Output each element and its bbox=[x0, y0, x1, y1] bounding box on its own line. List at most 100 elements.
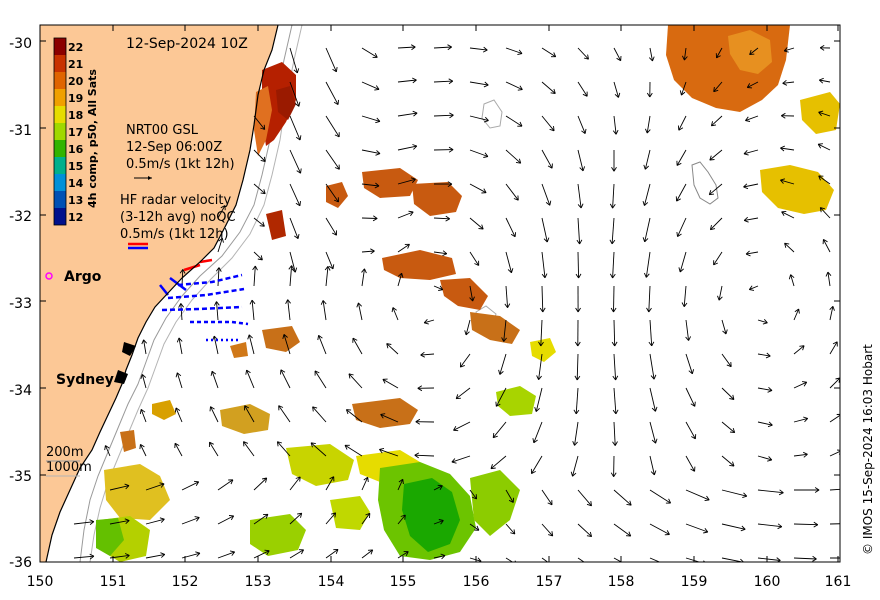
velocity-arrow bbox=[209, 441, 214, 445]
velocity-arrow bbox=[297, 234, 300, 239]
velocity-arrow bbox=[330, 512, 336, 515]
velocity-arrow bbox=[767, 390, 773, 393]
velocity-arrow bbox=[848, 558, 852, 561]
velocity-arrow bbox=[325, 251, 334, 270]
colorbar-tick: 13 bbox=[68, 194, 83, 207]
velocity-arrow bbox=[553, 88, 556, 94]
velocity-arrow bbox=[648, 341, 653, 347]
velocity-arrow bbox=[217, 479, 234, 491]
velocity-arrow bbox=[483, 188, 487, 193]
velocity-arrow bbox=[820, 207, 826, 210]
velocity-arrow bbox=[519, 85, 523, 90]
velocity-arrow bbox=[649, 387, 656, 412]
velocity-arrow bbox=[505, 183, 519, 201]
velocity-arrow bbox=[374, 52, 378, 58]
velocity-arrow bbox=[397, 243, 410, 253]
velocity-arrow bbox=[721, 523, 746, 530]
velocity-arrow bbox=[159, 517, 165, 520]
velocity-arrow bbox=[691, 436, 696, 440]
velocity-arrow bbox=[401, 273, 404, 278]
velocity-arrow bbox=[397, 79, 417, 83]
velocity-arrow bbox=[246, 369, 255, 389]
velocity-arrow bbox=[780, 178, 786, 181]
velocity-arrow bbox=[788, 274, 792, 280]
velocity-arrow bbox=[547, 165, 553, 169]
velocity-arrow bbox=[318, 334, 323, 339]
velocity-arrow bbox=[613, 307, 617, 313]
velocity-arrow bbox=[334, 512, 337, 518]
velocity-arrow bbox=[415, 418, 421, 423]
velocity-arrow bbox=[398, 478, 404, 483]
velocity-arrow bbox=[109, 485, 130, 491]
velocity-arrow bbox=[478, 228, 484, 230]
velocity-arrow bbox=[361, 217, 378, 219]
velocity-arrow bbox=[262, 221, 265, 227]
velocity-arrow bbox=[709, 224, 712, 230]
velocity-arrow bbox=[812, 558, 817, 562]
velocity-arrow bbox=[253, 265, 256, 287]
velocity-arrow bbox=[329, 476, 334, 480]
velocity-arrow bbox=[713, 86, 715, 92]
velocity-arrow bbox=[793, 523, 818, 526]
colorbar-label: 4h comp, p50, All Sats bbox=[86, 69, 99, 208]
velocity-arrow bbox=[749, 289, 755, 291]
velocity-arrow bbox=[447, 181, 453, 185]
velocity-arrow bbox=[713, 262, 718, 266]
velocity-arrow bbox=[469, 149, 489, 157]
velocity-arrow bbox=[493, 435, 498, 439]
velocity-arrow bbox=[741, 525, 746, 530]
velocity-arrow bbox=[649, 455, 655, 476]
velocity-arrow bbox=[782, 79, 787, 84]
velocity-arrow bbox=[718, 296, 723, 301]
velocity-arrow bbox=[376, 150, 381, 154]
velocity-arrow bbox=[442, 250, 448, 255]
velocity-arrow bbox=[361, 513, 371, 525]
velocity-arrow bbox=[818, 175, 831, 185]
velocity-arrow bbox=[455, 387, 471, 400]
velocity-arrow bbox=[182, 269, 186, 274]
velocity-arrow bbox=[688, 370, 693, 375]
velocity-arrow bbox=[817, 143, 822, 149]
velocity-arrow bbox=[574, 341, 579, 347]
argo-label: Argo bbox=[64, 269, 102, 285]
velocity-arrow bbox=[762, 322, 768, 325]
velocity-arrow bbox=[370, 248, 375, 252]
velocity-arrow bbox=[335, 67, 338, 72]
velocity-arrow bbox=[259, 225, 265, 227]
velocity-arrow bbox=[749, 53, 755, 56]
velocity-arrow bbox=[453, 425, 457, 431]
velocity-arrow bbox=[263, 124, 266, 130]
velocity-arrow bbox=[722, 330, 727, 335]
velocity-arrow bbox=[553, 52, 557, 57]
velocity-arrow bbox=[217, 551, 235, 559]
velocity-arrow bbox=[781, 112, 786, 117]
velocity-arrow bbox=[230, 479, 234, 485]
velocity-arrow bbox=[540, 341, 544, 347]
velocity-arrow bbox=[445, 218, 450, 222]
velocity-arrow bbox=[629, 500, 632, 506]
velocity-arrow bbox=[280, 369, 286, 373]
velocity-arrow bbox=[89, 555, 95, 560]
velocity-arrow bbox=[615, 129, 619, 135]
velocity-arrow bbox=[139, 444, 147, 457]
velocity-arrow bbox=[433, 46, 452, 49]
velocity-arrow bbox=[551, 531, 554, 536]
velocity-arrow bbox=[851, 488, 855, 491]
velocity-arrow bbox=[579, 167, 584, 172]
velocity-arrow bbox=[490, 467, 496, 470]
velocity-arrow bbox=[832, 306, 835, 311]
velocity-arrow bbox=[574, 375, 578, 381]
velocity-arrow bbox=[211, 370, 217, 375]
map-title: 12-Sep-2024 10Z bbox=[126, 36, 248, 52]
velocity-arrow bbox=[610, 472, 614, 477]
velocity-arrow bbox=[514, 232, 517, 237]
velocity-arrow bbox=[793, 345, 805, 355]
velocity-arrow bbox=[803, 381, 808, 387]
velocity-arrow bbox=[827, 271, 832, 276]
velocity-arrow bbox=[332, 264, 335, 269]
velocity-arrow bbox=[710, 217, 723, 231]
velocity-arrow bbox=[538, 375, 542, 380]
velocity-arrow bbox=[572, 455, 579, 477]
x-tick-label: 152 bbox=[172, 574, 199, 590]
